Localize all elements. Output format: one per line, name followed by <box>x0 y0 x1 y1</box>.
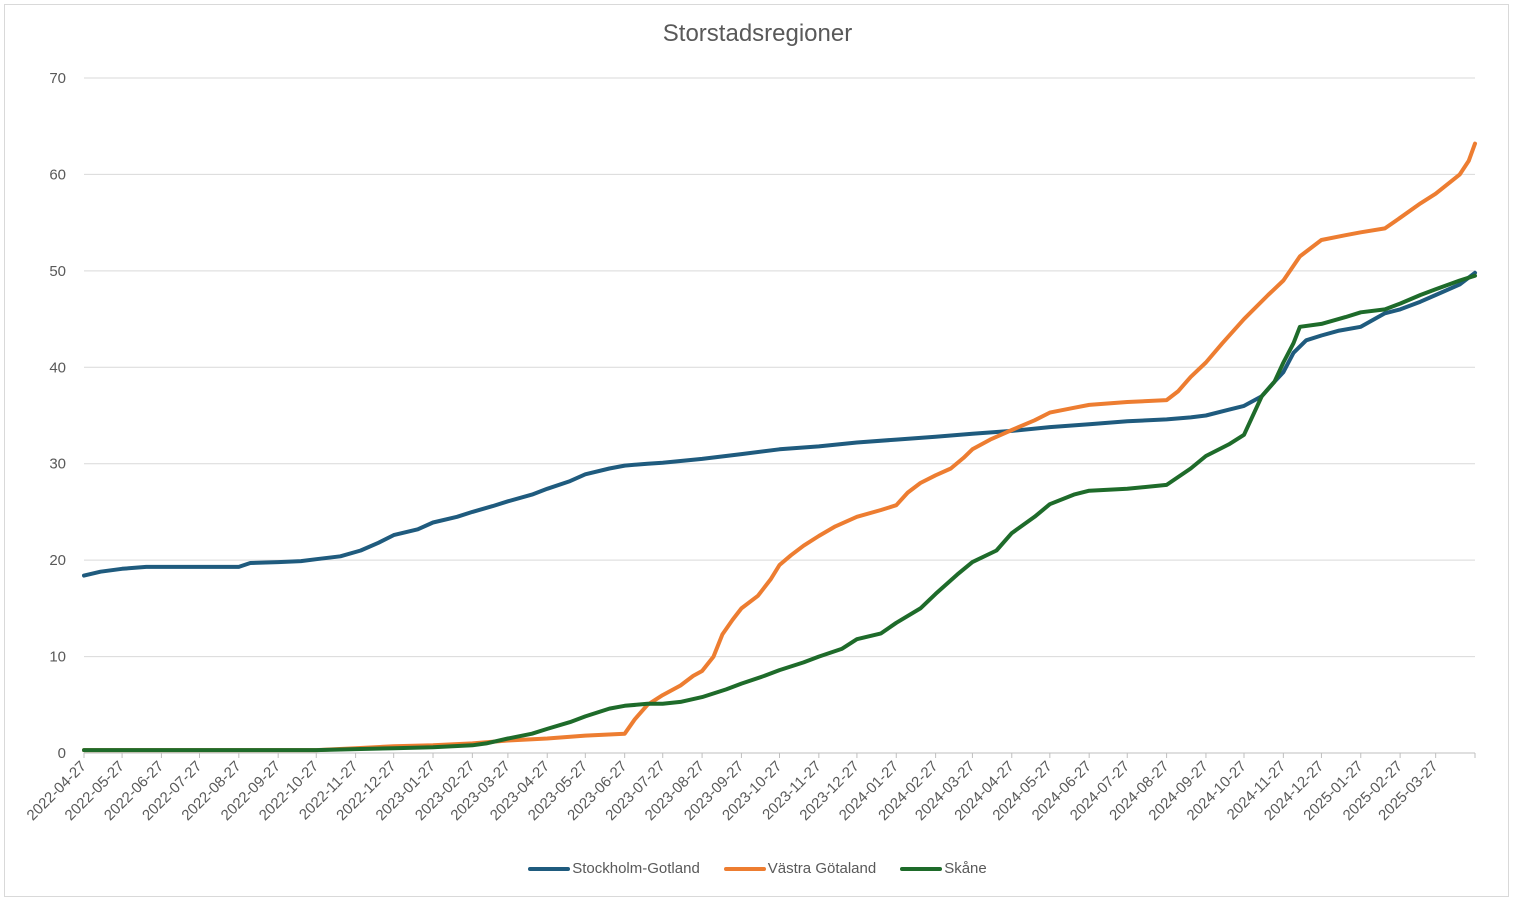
y-tick-label: 60 <box>49 166 66 183</box>
x-axis-ticks: 2022-04-272022-05-272022-06-272022-07-27… <box>24 753 1476 824</box>
y-axis-ticks: 0 10 20 30 40 50 60 70 <box>49 70 66 762</box>
y-tick-label: 20 <box>49 552 66 569</box>
y-tick-label: 70 <box>49 70 66 87</box>
legend-swatch <box>723 866 766 871</box>
legend-item-vastra-gotaland: Västra Götaland <box>723 860 877 877</box>
y-tick-label: 30 <box>49 456 66 473</box>
legend-label: Stockholm-Gotland <box>572 860 700 877</box>
legend-swatch <box>528 866 571 871</box>
y-tick-label: 50 <box>49 263 66 280</box>
y-tick-label: 0 <box>58 745 66 762</box>
y-tick-label: 10 <box>49 649 66 666</box>
chart-title: Storstadsregioner <box>662 20 853 47</box>
gridlines <box>84 77 1475 658</box>
legend: Stockholm-Gotland Västra Götaland Skåne <box>0 860 1515 877</box>
series-line-v-stra-g-taland <box>82 141 1477 753</box>
series-lines <box>82 141 1477 753</box>
legend-label: Västra Götaland <box>767 860 877 877</box>
series-line-stockholm-gotland <box>82 270 1477 578</box>
y-tick-label: 40 <box>49 359 66 376</box>
legend-item-stockholm-gotland: Stockholm-Gotland <box>528 860 700 877</box>
legend-swatch <box>900 866 943 871</box>
legend-item-skane: Skåne <box>900 860 987 877</box>
series-line-sk-ne <box>82 273 1477 753</box>
legend-label: Skåne <box>944 860 987 877</box>
